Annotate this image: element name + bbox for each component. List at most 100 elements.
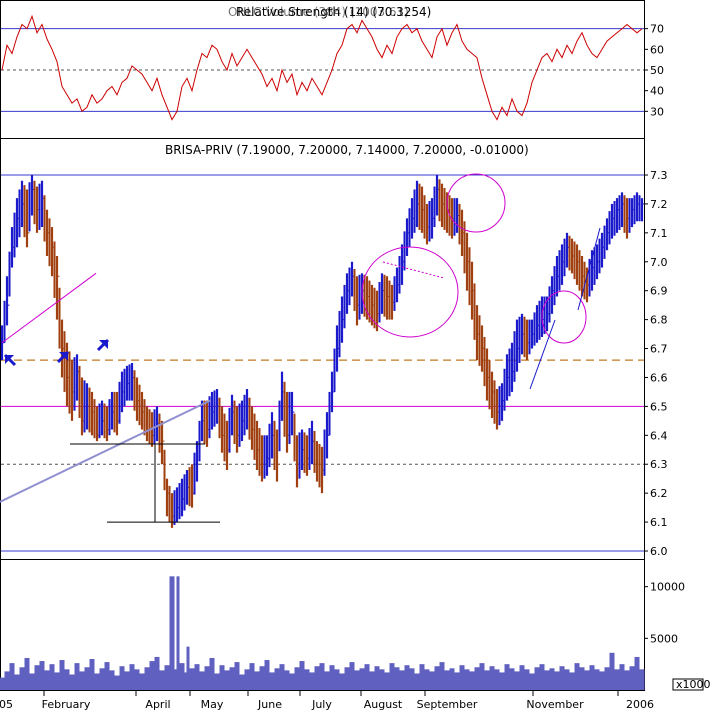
volume-bar (474, 667, 480, 690)
arrow-icon (96, 338, 110, 352)
volume-bar (299, 661, 305, 690)
volume-bar (629, 666, 635, 690)
volume-bar (59, 660, 65, 690)
volume-bar (44, 670, 50, 690)
volume-bar (219, 665, 225, 690)
volume-bar (94, 673, 100, 690)
volume-bar (554, 671, 560, 690)
volume-bar (39, 661, 45, 690)
volume-bar (514, 671, 520, 690)
price-tick-label: 6.4 (650, 429, 668, 442)
volume-bar (14, 674, 20, 690)
volume-bar (129, 664, 135, 690)
volume-bar (154, 656, 160, 690)
volume-bar (374, 666, 380, 690)
volume-bar (589, 665, 595, 690)
volume-bar (99, 668, 105, 690)
volume-bar (484, 670, 490, 690)
volume-bar (539, 664, 545, 690)
x-tick-label: April (145, 698, 170, 711)
volume-bar (264, 660, 270, 690)
volume-bar (609, 652, 615, 690)
volume-bar (19, 667, 25, 690)
volume-bar (389, 663, 395, 690)
volume-bar (229, 667, 235, 690)
rsi-tick-label: 40 (650, 85, 664, 98)
arrow-icon (56, 350, 70, 364)
volume-bar (24, 657, 30, 690)
price-tick-label: 6.9 (650, 285, 668, 298)
volume-bar (149, 661, 155, 690)
volume-bar (394, 667, 400, 690)
volume-bar (119, 666, 125, 690)
volume-bar (194, 664, 200, 690)
volume-bar (379, 669, 385, 690)
price-title: BRISA-PRIV (7.19000, 7.20000, 7.14000, 7… (165, 143, 529, 157)
price-tick-label: 7.0 (650, 256, 668, 269)
volume-bar (54, 672, 60, 690)
volume-bar (0, 677, 5, 690)
volume-bar (439, 662, 445, 690)
volume-bar (444, 670, 450, 690)
volume-bar (289, 673, 295, 690)
volume-spike-bar (176, 576, 180, 690)
volume-bar (64, 669, 70, 690)
volume-bar (89, 659, 95, 690)
rsi-layer: 70 60 50 40 30 (1, 14, 664, 121)
volume-bar (254, 671, 260, 690)
arrow-icon (3, 353, 17, 367)
volume-unit-label: x1000 (676, 678, 711, 691)
volume-bar (449, 668, 455, 690)
volume-bar (384, 672, 390, 690)
volume-bar (159, 670, 165, 690)
volume-layer: 10000 5000 (0, 576, 704, 691)
rsi-tick-label: 60 (650, 43, 664, 56)
volume-bar (189, 668, 195, 690)
volume-bar (489, 666, 495, 690)
volume-bar (569, 672, 575, 690)
volume-bar (399, 670, 405, 690)
volume-bar (274, 668, 280, 690)
volume-bar (494, 669, 500, 690)
pattern-circle (541, 290, 587, 344)
volume-bar (284, 670, 290, 690)
volume-bar (574, 663, 580, 690)
volume-bar (364, 664, 370, 690)
volume-bar (424, 669, 430, 690)
rise-trend-line (529, 319, 556, 390)
volume-bar (354, 670, 360, 690)
volume-bar (244, 669, 250, 690)
price-tick-label: 6.2 (650, 487, 668, 500)
volume-bar (164, 665, 170, 690)
price-tick-label: 7.3 (650, 169, 668, 182)
volume-bar (29, 673, 35, 690)
volume-bar (104, 662, 110, 690)
axis-layer: 05 February April May June July August Septembe… (0, 690, 654, 711)
volume-bar (209, 657, 215, 690)
volume-bar (619, 664, 625, 690)
support-trend-line (0, 399, 211, 503)
volume-bar (459, 665, 465, 690)
volume-bar (584, 670, 590, 690)
volume-bar (114, 675, 120, 690)
volume-bar (479, 663, 485, 690)
annotation-layer (0, 173, 601, 523)
volume-bar (314, 666, 320, 690)
x-tick-label: May (201, 698, 224, 711)
volume-bar (434, 666, 440, 690)
volume-bar (34, 665, 40, 690)
volume-bar (49, 664, 55, 690)
volume-bar (259, 666, 265, 690)
volume-bar (109, 670, 115, 690)
volume-bar (334, 669, 340, 690)
volume-bar (414, 673, 420, 690)
volume-bar (309, 672, 315, 690)
volume-bar (4, 671, 10, 690)
volume-bar (319, 663, 325, 690)
volume-bar (294, 667, 300, 690)
rsi-title: Relative Strength (14) (70.3254) (236, 5, 431, 19)
rsi-tick-label: 50 (650, 64, 664, 77)
volume-bar (614, 669, 620, 690)
volume-bar (9, 663, 15, 690)
